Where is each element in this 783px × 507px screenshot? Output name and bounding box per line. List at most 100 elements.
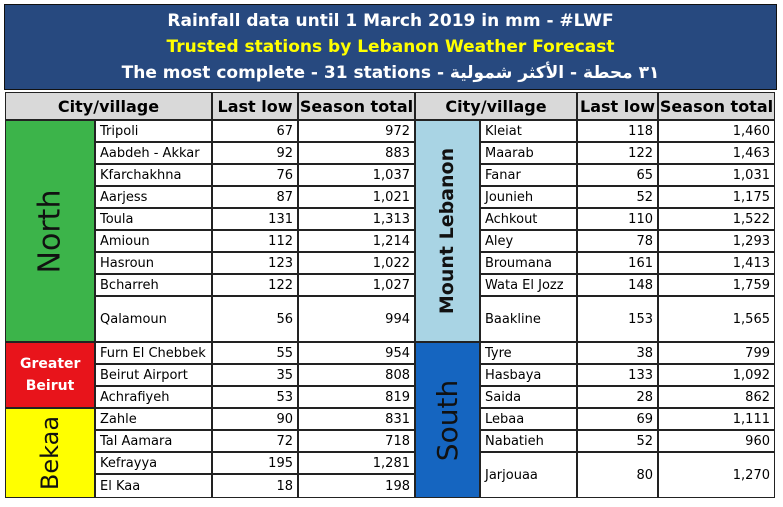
last-low-cell: 72	[212, 430, 298, 452]
city-cell: Kleiat	[480, 120, 577, 142]
column-header: Season total	[298, 92, 415, 120]
season-total-cell: 972	[298, 120, 415, 142]
city-cell: Aley	[480, 230, 577, 252]
last-low-cell: 38	[577, 342, 658, 364]
last-low-cell: 52	[577, 186, 658, 208]
last-low-cell: 153	[577, 296, 658, 342]
city-cell: Bcharreh	[95, 274, 212, 296]
season-total-cell: 198	[298, 474, 415, 498]
city-cell: Tripoli	[95, 120, 212, 142]
city-cell: Furn El Chebbek	[95, 342, 212, 364]
region-cell: South	[415, 342, 480, 498]
season-total-cell: 1,037	[298, 164, 415, 186]
city-cell: Achrafiyeh	[95, 386, 212, 408]
last-low-cell: 131	[212, 208, 298, 230]
city-cell: Tyre	[480, 342, 577, 364]
season-total-cell: 831	[298, 408, 415, 430]
last-low-cell: 76	[212, 164, 298, 186]
city-cell: Aabdeh - Akkar	[95, 142, 212, 164]
city-cell: Fanar	[480, 164, 577, 186]
season-total-cell: 808	[298, 364, 415, 386]
last-low-cell: 122	[212, 274, 298, 296]
subtitle-2: The most complete - 31 stations - ٣١ محط…	[121, 63, 660, 83]
season-total-cell: 1,031	[658, 164, 775, 186]
season-total-cell: 718	[298, 430, 415, 452]
subtitle: Trusted stations by Lebanon Weather Fore…	[166, 37, 615, 57]
city-cell: Nabatieh	[480, 430, 577, 452]
season-total-cell: 954	[298, 342, 415, 364]
title: Rainfall data until 1 March 2019 in mm -…	[167, 11, 614, 31]
season-total-cell: 1,413	[658, 252, 775, 274]
region-cell: Mount Lebanon	[415, 120, 480, 342]
city-cell: Baakline	[480, 296, 577, 342]
city-cell: Amioun	[95, 230, 212, 252]
season-total-cell: 1,522	[658, 208, 775, 230]
city-cell: Lebaa	[480, 408, 577, 430]
season-total-cell: 1,565	[658, 296, 775, 342]
season-total-cell: 1,281	[298, 452, 415, 474]
city-cell: El Kaa	[95, 474, 212, 498]
last-low-cell: 53	[212, 386, 298, 408]
season-total-cell: 862	[658, 386, 775, 408]
region-label: North	[32, 189, 68, 273]
city-cell: Kefrayya	[95, 452, 212, 474]
city-cell: Saida	[480, 386, 577, 408]
season-total-cell: 819	[298, 386, 415, 408]
season-total-cell: 1,022	[298, 252, 415, 274]
last-low-cell: 90	[212, 408, 298, 430]
last-low-cell: 122	[577, 142, 658, 164]
season-total-cell: 1,111	[658, 408, 775, 430]
column-header: Season total	[658, 92, 775, 120]
last-low-cell: 92	[212, 142, 298, 164]
city-cell: Jounieh	[480, 186, 577, 208]
column-header: Last low	[577, 92, 658, 120]
last-low-cell: 195	[212, 452, 298, 474]
season-total-cell: 799	[658, 342, 775, 364]
city-cell: Zahle	[95, 408, 212, 430]
season-total-cell: 1,175	[658, 186, 775, 208]
last-low-cell: 133	[577, 364, 658, 386]
last-low-cell: 35	[212, 364, 298, 386]
column-header: Last low	[212, 92, 298, 120]
season-total-cell: 1,313	[298, 208, 415, 230]
season-total-cell: 994	[298, 296, 415, 342]
region-cell: Bekaa	[5, 408, 95, 498]
city-cell: Achkout	[480, 208, 577, 230]
season-total-cell: 1,463	[658, 142, 775, 164]
last-low-cell: 148	[577, 274, 658, 296]
city-cell: Maarab	[480, 142, 577, 164]
last-low-cell: 161	[577, 252, 658, 274]
header: Rainfall data until 1 March 2019 in mm -…	[4, 4, 777, 90]
season-total-cell: 960	[658, 430, 775, 452]
season-total-cell: 1,293	[658, 230, 775, 252]
region-cell: Greater Beirut	[5, 342, 95, 408]
column-header: City/village	[415, 92, 577, 120]
region-label: Greater Beirut	[20, 356, 81, 394]
city-cell: Kfarchakhna	[95, 164, 212, 186]
season-total-cell: 1,027	[298, 274, 415, 296]
season-total-cell: 1,021	[298, 186, 415, 208]
last-low-cell: 55	[212, 342, 298, 364]
last-low-cell: 118	[577, 120, 658, 142]
last-low-cell: 112	[212, 230, 298, 252]
city-cell: Qalamoun	[95, 296, 212, 342]
season-total-cell: 1,460	[658, 120, 775, 142]
season-total-cell: 1,759	[658, 274, 775, 296]
last-low-cell: 80	[577, 452, 658, 498]
season-total-cell: 1,214	[298, 230, 415, 252]
city-cell: Aarjess	[95, 186, 212, 208]
region-cell: North	[5, 120, 95, 342]
city-cell: Hasroun	[95, 252, 212, 274]
last-low-cell: 52	[577, 430, 658, 452]
last-low-cell: 78	[577, 230, 658, 252]
last-low-cell: 56	[212, 296, 298, 342]
city-cell: Wata El Jozz	[480, 274, 577, 296]
region-label: Bekaa	[36, 415, 64, 491]
city-cell: Hasbaya	[480, 364, 577, 386]
city-cell: Jarjouaa	[480, 452, 577, 498]
region-label: South	[431, 379, 464, 461]
column-header: City/village	[5, 92, 212, 120]
city-cell: Broumana	[480, 252, 577, 274]
last-low-cell: 65	[577, 164, 658, 186]
